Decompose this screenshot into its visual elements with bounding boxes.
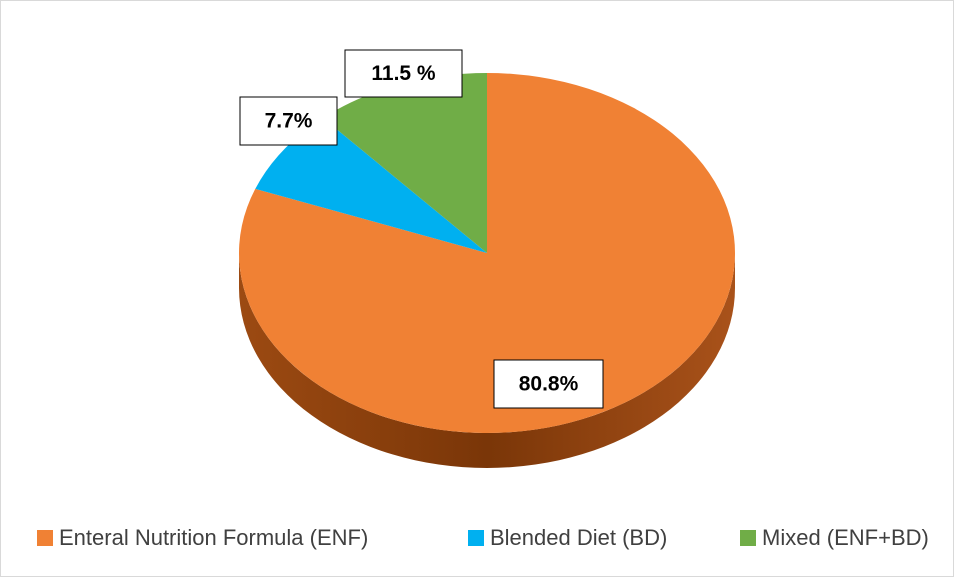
legend-label: Mixed (ENF+BD): [762, 525, 929, 550]
data-label-box: [493, 359, 604, 409]
data-label: 11.5 %: [371, 62, 436, 85]
legend-swatch: [468, 530, 484, 546]
data-label-box: [344, 49, 463, 98]
data-label: 80.8%: [519, 373, 579, 396]
data-label: 7.7%: [265, 110, 313, 133]
pie-slice: [322, 73, 487, 253]
pie-side: [239, 253, 735, 468]
legend-swatch: [37, 530, 53, 546]
legend-swatch: [740, 530, 756, 546]
data-label-box: [239, 96, 338, 146]
pie-slice: [239, 73, 735, 434]
legend-label: Enteral Nutrition Formula (ENF): [59, 525, 368, 550]
pie-slice: [255, 117, 487, 253]
legend-label: Blended Diet (BD): [490, 525, 667, 550]
